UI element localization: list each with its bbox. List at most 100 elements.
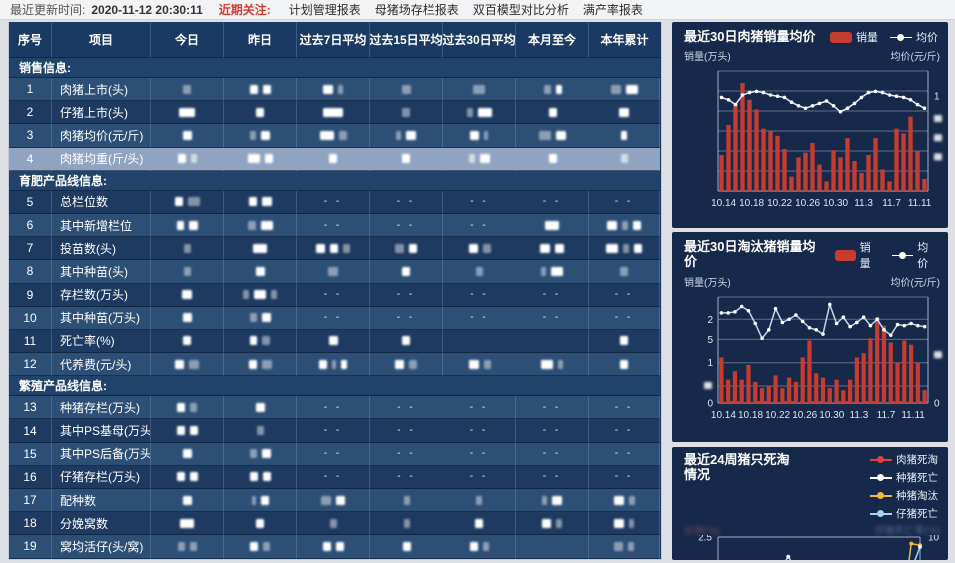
value-cell[interactable] [443, 147, 516, 171]
report-link-0[interactable]: 计划管理报表 [288, 3, 361, 17]
row-index[interactable]: 3 [9, 124, 52, 148]
value-cell[interactable] [224, 489, 297, 513]
value-cell[interactable] [516, 78, 589, 102]
value-cell[interactable] [224, 329, 297, 354]
value-cell[interactable] [589, 101, 660, 125]
value-cell[interactable] [224, 213, 297, 238]
value-cell[interactable] [224, 237, 297, 261]
value-cell[interactable]: - - [589, 190, 660, 214]
value-cell[interactable] [370, 147, 443, 171]
value-cell[interactable]: - - [443, 306, 516, 330]
value-cell[interactable] [151, 78, 224, 102]
value-cell[interactable] [370, 237, 443, 261]
value-cell[interactable] [297, 78, 370, 102]
value-cell[interactable] [151, 535, 224, 559]
value-cell[interactable] [589, 147, 660, 171]
row-label[interactable]: 存栏数(万头) [52, 283, 151, 307]
value-cell[interactable] [516, 213, 589, 238]
value-cell[interactable]: - - [589, 442, 660, 466]
value-cell[interactable]: - - [516, 465, 589, 489]
value-cell[interactable] [224, 512, 297, 536]
value-cell[interactable] [224, 78, 297, 102]
value-cell[interactable]: - - [370, 419, 443, 443]
value-cell[interactable] [151, 442, 224, 466]
value-cell[interactable]: - - [297, 419, 370, 443]
value-cell[interactable] [151, 419, 224, 443]
value-cell[interactable] [443, 237, 516, 261]
value-cell[interactable]: - - [297, 306, 370, 330]
value-cell[interactable] [297, 237, 370, 261]
value-cell[interactable] [224, 465, 297, 489]
value-cell[interactable] [516, 353, 589, 377]
legend-item-销量[interactable]: 销量 [830, 29, 878, 45]
value-cell[interactable]: - - [516, 396, 589, 420]
value-cell[interactable]: - - [370, 190, 443, 214]
row-label[interactable]: 肉猪上市(头) [52, 78, 151, 102]
value-cell[interactable] [224, 419, 297, 443]
value-cell[interactable] [224, 306, 297, 330]
value-cell[interactable] [370, 329, 443, 354]
row-index[interactable]: 19 [9, 535, 52, 559]
value-cell[interactable] [297, 353, 370, 377]
value-cell[interactable] [589, 260, 660, 284]
value-cell[interactable] [589, 329, 660, 354]
value-cell[interactable]: - - [516, 306, 589, 330]
row-index[interactable]: 4 [9, 147, 52, 171]
report-link-1[interactable]: 母猪场存栏报表 [374, 3, 459, 17]
row-label[interactable]: 肉猪均重(斤/头) [52, 147, 151, 171]
value-cell[interactable] [151, 124, 224, 148]
value-cell[interactable] [589, 535, 660, 559]
row-label[interactable]: 窝均活仔(头/窝) [52, 535, 151, 559]
value-cell[interactable] [516, 489, 589, 513]
value-cell[interactable] [589, 512, 660, 536]
value-cell[interactable] [516, 329, 589, 354]
value-cell[interactable]: - - [297, 465, 370, 489]
value-cell[interactable] [443, 489, 516, 513]
value-cell[interactable]: - - [297, 442, 370, 466]
value-cell[interactable]: - - [516, 442, 589, 466]
value-cell[interactable] [151, 213, 224, 238]
value-cell[interactable] [151, 465, 224, 489]
value-cell[interactable] [443, 535, 516, 559]
value-cell[interactable] [443, 353, 516, 377]
value-cell[interactable] [224, 535, 297, 559]
value-cell[interactable] [224, 147, 297, 171]
row-index[interactable]: 11 [9, 329, 52, 354]
value-cell[interactable] [224, 353, 297, 377]
row-label[interactable]: 其中种苗(头) [52, 260, 151, 284]
row-index[interactable]: 16 [9, 465, 52, 489]
value-cell[interactable]: - - [443, 419, 516, 443]
value-cell[interactable]: - - [297, 283, 370, 307]
value-cell[interactable]: - - [443, 442, 516, 466]
legend-item-销量[interactable]: 销量 [834, 239, 881, 271]
value-cell[interactable] [297, 260, 370, 284]
value-cell[interactable] [370, 260, 443, 284]
value-cell[interactable] [443, 101, 516, 125]
report-link-2[interactable]: 双百模型对比分析 [472, 3, 569, 17]
value-cell[interactable]: - - [589, 283, 660, 307]
value-cell[interactable]: - - [443, 465, 516, 489]
row-label[interactable]: 代养费(元/头) [52, 353, 151, 377]
value-cell[interactable] [589, 124, 660, 148]
value-cell[interactable] [297, 489, 370, 513]
row-label[interactable]: 其中新增栏位 [52, 213, 151, 238]
row-label[interactable]: 仔猪上市(头) [52, 101, 151, 125]
value-cell[interactable] [443, 124, 516, 148]
legend-item-种猪死亡[interactable]: 种猪死亡 [870, 470, 938, 485]
value-cell[interactable] [151, 329, 224, 354]
value-cell[interactable] [370, 512, 443, 536]
value-cell[interactable]: - - [370, 396, 443, 420]
value-cell[interactable] [297, 512, 370, 536]
value-cell[interactable]: - - [443, 396, 516, 420]
value-cell[interactable] [151, 147, 224, 171]
row-index[interactable]: 13 [9, 396, 52, 420]
row-index[interactable]: 15 [9, 442, 52, 466]
value-cell[interactable] [151, 237, 224, 261]
row-index[interactable]: 14 [9, 419, 52, 443]
row-index[interactable]: 2 [9, 101, 52, 125]
row-index[interactable]: 1 [9, 78, 52, 102]
row-label[interactable]: 配种数 [52, 489, 151, 513]
value-cell[interactable] [370, 353, 443, 377]
value-cell[interactable]: - - [297, 190, 370, 214]
value-cell[interactable]: - - [370, 213, 443, 238]
